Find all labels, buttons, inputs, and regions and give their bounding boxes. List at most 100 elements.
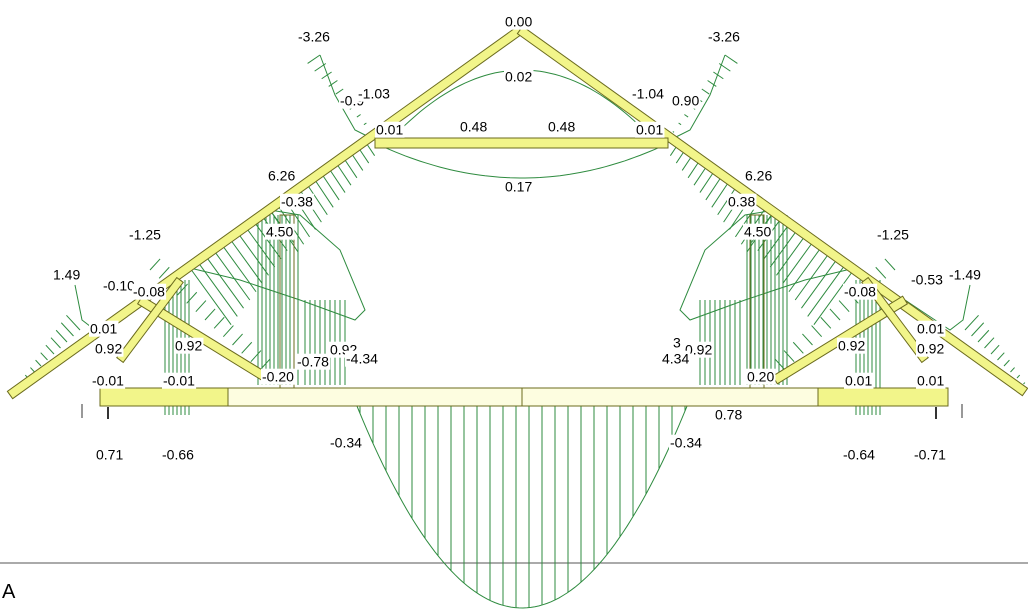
left-brace-hatch xyxy=(250,350,262,363)
value-label: 0.01 xyxy=(375,121,405,138)
value-label: -3.26 xyxy=(707,28,742,45)
left-eave-hatch xyxy=(60,322,74,337)
tie-beam-right-end xyxy=(817,387,949,407)
left-eave-hatch xyxy=(30,367,35,373)
value-label-text: -0.01 xyxy=(163,373,195,389)
value-label: 0.20 xyxy=(746,368,776,385)
value-label-text: -4.34 xyxy=(346,351,378,367)
value-label: 4.50 xyxy=(265,223,295,240)
left-lobe-hatch xyxy=(253,221,282,260)
left-brace-hatch xyxy=(259,358,271,371)
right-eave-hatch xyxy=(984,337,995,349)
right-brace-hatch xyxy=(884,258,896,271)
right-eave-hatch xyxy=(1003,359,1010,367)
value-label-bg xyxy=(635,121,665,138)
value-label: -1.25 xyxy=(128,226,163,243)
value-label-text: 0.02 xyxy=(505,69,532,85)
left-upper-cusp-hatch xyxy=(328,80,338,87)
value-label-bg xyxy=(357,85,392,102)
value-label-bg xyxy=(504,178,534,195)
value-label: -0.53 xyxy=(910,271,945,288)
right-eave-hatch xyxy=(997,352,1005,361)
value-label: 0.01 xyxy=(844,372,874,389)
value-label-text: -0.01 xyxy=(92,373,124,389)
value-label-text: 6.26 xyxy=(745,168,772,184)
value-label-bg xyxy=(672,334,682,351)
right-brace-hatch xyxy=(875,266,887,279)
left-upper-cusp-hatch xyxy=(356,114,361,118)
value-label-text: 0.38 xyxy=(728,194,755,210)
right-brace-hatch xyxy=(838,300,850,313)
right-eave-hatch xyxy=(964,314,979,331)
left-rafter-upper-hatch xyxy=(337,164,352,186)
value-label-bg xyxy=(91,372,126,389)
value-label-text: -0.08 xyxy=(844,284,876,300)
value-label-text: 0.92 xyxy=(838,338,865,354)
collar-beam xyxy=(374,137,669,149)
value-label-text: -0.71 xyxy=(914,447,946,463)
right-eave-outline xyxy=(904,284,971,331)
left-brace-hatch xyxy=(213,316,225,329)
value-label-bg xyxy=(910,271,945,288)
left-lobe-hatch xyxy=(197,261,238,317)
value-label: 1.49 xyxy=(52,266,82,283)
value-label: 0.38 xyxy=(727,193,757,210)
right-brace-hatch xyxy=(820,316,832,329)
value-label: -1.04 xyxy=(631,85,666,102)
value-label: -0.08 xyxy=(132,283,167,300)
bottom-moment-outline xyxy=(354,401,688,609)
value-label-bg xyxy=(714,406,744,423)
right-upper-cusp-hatch xyxy=(672,131,675,133)
value-label: -0.34 xyxy=(329,434,364,451)
value-label-bg xyxy=(661,350,691,367)
value-label-bg xyxy=(746,368,776,385)
left-upper-cusp-hatch xyxy=(335,88,344,95)
value-label: 0.00 xyxy=(504,13,534,30)
right-upper-cusp-hatch xyxy=(701,88,710,95)
value-label-bg xyxy=(375,121,405,138)
right-brace-hatch xyxy=(792,341,804,354)
value-label-text: -0.20 xyxy=(262,369,294,385)
value-label-bg xyxy=(89,320,119,337)
value-label: 0.78 xyxy=(714,406,744,423)
left-rafter-upper-hatch xyxy=(322,174,340,201)
value-label: 0.71 xyxy=(95,446,125,463)
value-label-text: -0.38 xyxy=(281,194,313,210)
supports xyxy=(81,404,963,419)
value-label-text: -3.26 xyxy=(298,29,330,45)
left-brace-hatch xyxy=(222,325,234,338)
value-label-bg xyxy=(95,446,125,463)
value-label: -0.20 xyxy=(261,368,296,385)
left-upper-cusp-hatch xyxy=(307,54,321,64)
value-label-text: 0.71 xyxy=(96,447,123,463)
value-label-text: 0.01 xyxy=(90,321,117,337)
value-label-bg xyxy=(102,277,137,294)
value-label: -0.66 xyxy=(161,446,196,463)
value-label: 6.26 xyxy=(267,167,297,184)
value-label-text: -1.49 xyxy=(949,267,981,283)
left-upper-cusp-hatch xyxy=(363,122,367,126)
value-label-bg xyxy=(547,118,577,135)
right-rafter xyxy=(516,25,1028,397)
value-label-text: -0.78 xyxy=(297,354,329,370)
value-label-bg xyxy=(267,167,297,184)
left-rafter-upper-hatch xyxy=(344,159,358,179)
value-label: 0.92 xyxy=(837,337,867,354)
value-label: 0.92 xyxy=(174,337,204,354)
collar-moment-outline xyxy=(379,144,666,179)
value-label-bg xyxy=(876,226,911,243)
left-lobe-hatch xyxy=(213,250,251,301)
value-label: -0.01 xyxy=(162,372,197,389)
value-label-text: 3 xyxy=(673,335,681,351)
value-label: 0.92 xyxy=(684,341,714,358)
value-label: 0.01 xyxy=(916,320,946,337)
value-label: 0.48 xyxy=(459,118,489,135)
value-label: -4.34 xyxy=(345,350,380,367)
value-label-text: 0.01 xyxy=(376,122,403,138)
value-label-text: 1.49 xyxy=(53,267,80,283)
value-label-text: -0.10 xyxy=(103,278,135,294)
left-lobe-hatch xyxy=(205,256,244,309)
value-label-text: 0.20 xyxy=(747,369,774,385)
value-label: -0.78 xyxy=(296,353,331,370)
right-lobe-hatch xyxy=(782,238,816,284)
